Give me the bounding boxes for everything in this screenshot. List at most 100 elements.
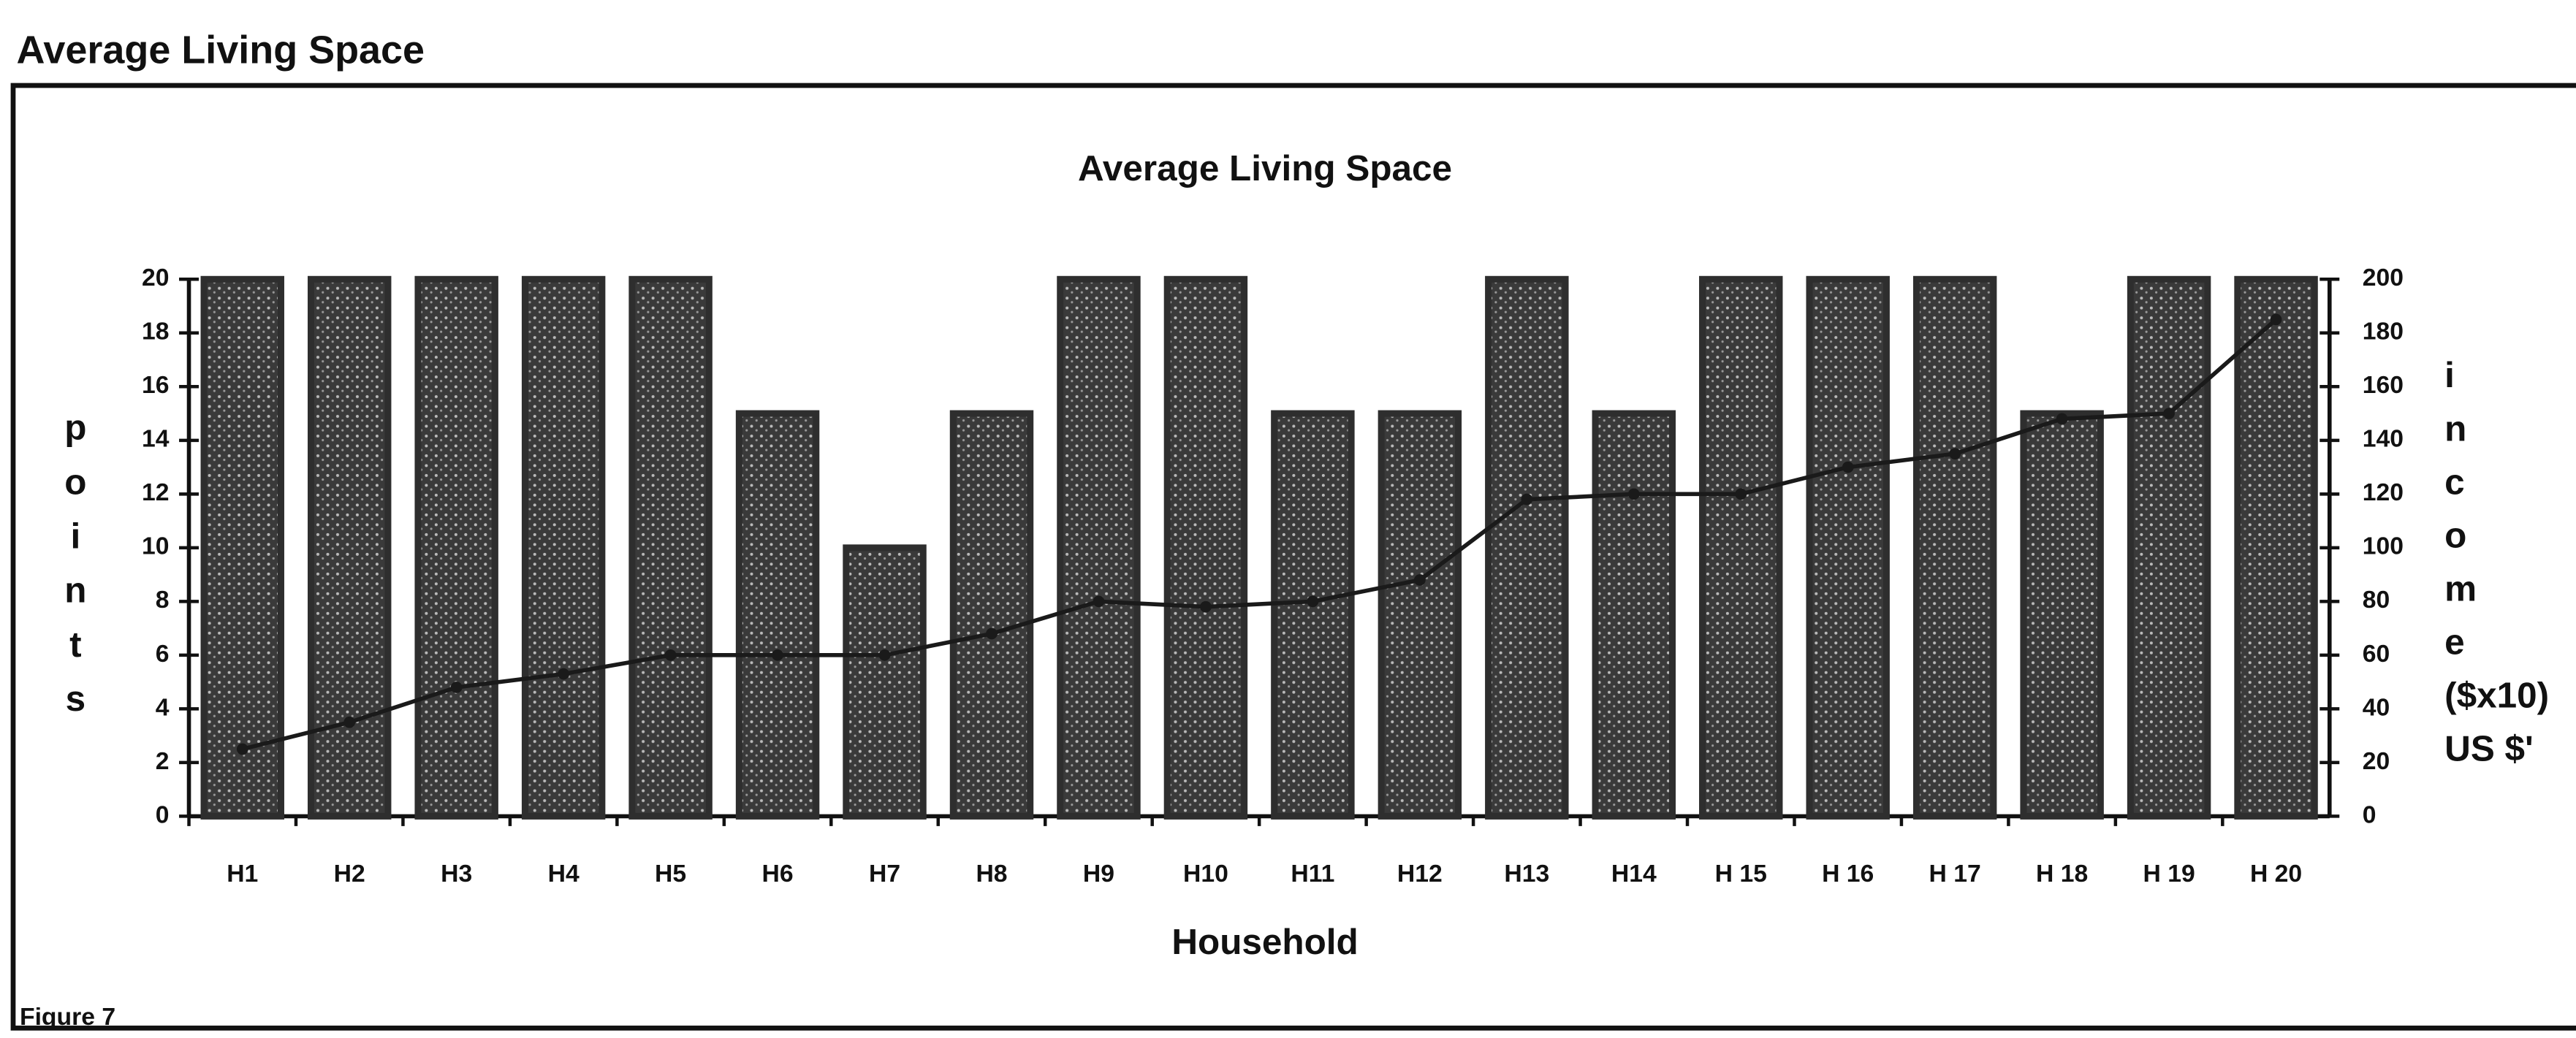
y-tick-label: 20 [142, 264, 170, 291]
y-axis-label: i [71, 516, 81, 557]
bar [843, 544, 927, 820]
income-point [1413, 574, 1426, 586]
bar [949, 410, 1034, 820]
bar [628, 275, 713, 820]
y2-axis-label: e [2444, 622, 2465, 663]
y-tick-label: 2 [156, 747, 170, 775]
y2-tick-label: 180 [2363, 318, 2404, 346]
frame [10, 83, 2576, 1031]
x-tick-label: H11 [1291, 860, 1334, 888]
y-tick-label: 10 [142, 533, 170, 560]
income-point [878, 649, 891, 661]
y-tick-label: 16 [142, 371, 170, 399]
y2-tick-label: 20 [2363, 747, 2390, 775]
y-axis-label: p [64, 408, 86, 448]
x-tick-label: H9 [1083, 860, 1114, 888]
bar [1485, 275, 1569, 820]
income-point [1627, 488, 1640, 500]
y2-tick-label: 0 [2363, 801, 2376, 828]
y2-tick-label: 200 [2363, 264, 2404, 291]
bar [1378, 410, 1462, 820]
x-tick-label: H 19 [2143, 860, 2195, 888]
x-tick-label: H14 [1611, 860, 1657, 888]
y2-axis-label: o [2444, 515, 2466, 555]
y2-axis-label: US $' [2444, 729, 2534, 769]
income-point [664, 649, 677, 661]
y2-axis-label: c [2444, 462, 2465, 502]
income-point [1307, 595, 1319, 608]
y2-tick-label: 140 [2363, 425, 2404, 453]
income-point [2163, 408, 2175, 419]
income-point [1949, 448, 1961, 460]
x-tick-label: H4 [548, 860, 580, 888]
x-axis-label: Household [1171, 922, 1358, 962]
bar [2234, 275, 2318, 820]
y2-axis-label: n [2444, 408, 2466, 449]
income-point [236, 743, 248, 755]
income-point [2270, 313, 2282, 326]
y2-tick-label: 100 [2363, 533, 2404, 560]
y-axis-label: t [69, 625, 81, 665]
bar [1592, 410, 1676, 820]
bar [2127, 275, 2211, 820]
y-tick-label: 8 [156, 586, 170, 614]
x-tick-label: H1 [227, 860, 258, 888]
income-point [1521, 493, 1533, 505]
x-tick-label: H 20 [2250, 860, 2302, 888]
x-tick-label: H6 [762, 860, 794, 888]
x-tick-label: H 18 [2036, 860, 2088, 888]
y-tick-label: 18 [142, 318, 170, 346]
bar [1699, 275, 1783, 820]
x-tick-label: H7 [869, 860, 900, 888]
bar [1271, 410, 1355, 820]
chart-title: Average Living Space [1078, 148, 1452, 188]
bar [1806, 275, 1890, 820]
income-point [343, 716, 356, 728]
income-line [242, 318, 2278, 752]
bar [521, 275, 606, 820]
income-point [986, 627, 998, 640]
y2-tick-label: 40 [2363, 693, 2390, 721]
y-axis-label: s [66, 679, 86, 719]
y-tick-label: 12 [142, 478, 170, 506]
x-tick-label: H10 [1183, 860, 1228, 888]
income-point [450, 682, 463, 693]
income-point [1093, 595, 1105, 608]
x-tick-label: H13 [1504, 860, 1549, 888]
income-point [772, 649, 783, 661]
bar [1912, 275, 1997, 820]
page-title: Average Living Space [16, 28, 425, 72]
income-point [1200, 600, 1212, 613]
x-tick-label: H12 [1397, 860, 1443, 888]
y2-tick-label: 60 [2363, 640, 2390, 668]
x-tick-label: H8 [976, 860, 1007, 888]
y2-axis-label: ($x10) [2444, 676, 2549, 716]
income-point [2056, 413, 2068, 425]
x-tick-label: H3 [441, 860, 472, 888]
y-tick-label: 6 [156, 640, 170, 668]
bar [308, 275, 392, 820]
x-tick-label: H5 [655, 860, 686, 888]
y-tick-label: 4 [156, 693, 170, 721]
y-axis-label: o [64, 462, 86, 502]
y2-axis-label: m [2444, 568, 2477, 608]
income-point [1735, 488, 1747, 500]
bar [735, 410, 820, 820]
y-tick-label: 0 [156, 801, 170, 828]
income-point [558, 668, 570, 680]
figure-label: Figure 7 [20, 1003, 115, 1031]
bar [200, 275, 284, 820]
x-tick-label: H 15 [1715, 860, 1767, 888]
y2-tick-label: 160 [2363, 371, 2404, 399]
bar [1057, 275, 1141, 820]
x-tick-label: H2 [334, 860, 365, 888]
x-tick-label: H 16 [1822, 860, 1874, 888]
y-axis-label: n [64, 570, 86, 611]
income-point [1842, 461, 1854, 473]
x-tick-label: H 17 [1929, 860, 1981, 888]
y2-tick-label: 120 [2363, 478, 2404, 506]
y-tick-label: 14 [142, 425, 170, 453]
y2-tick-label: 80 [2363, 586, 2390, 614]
y2-axis-label: i [2444, 355, 2455, 395]
